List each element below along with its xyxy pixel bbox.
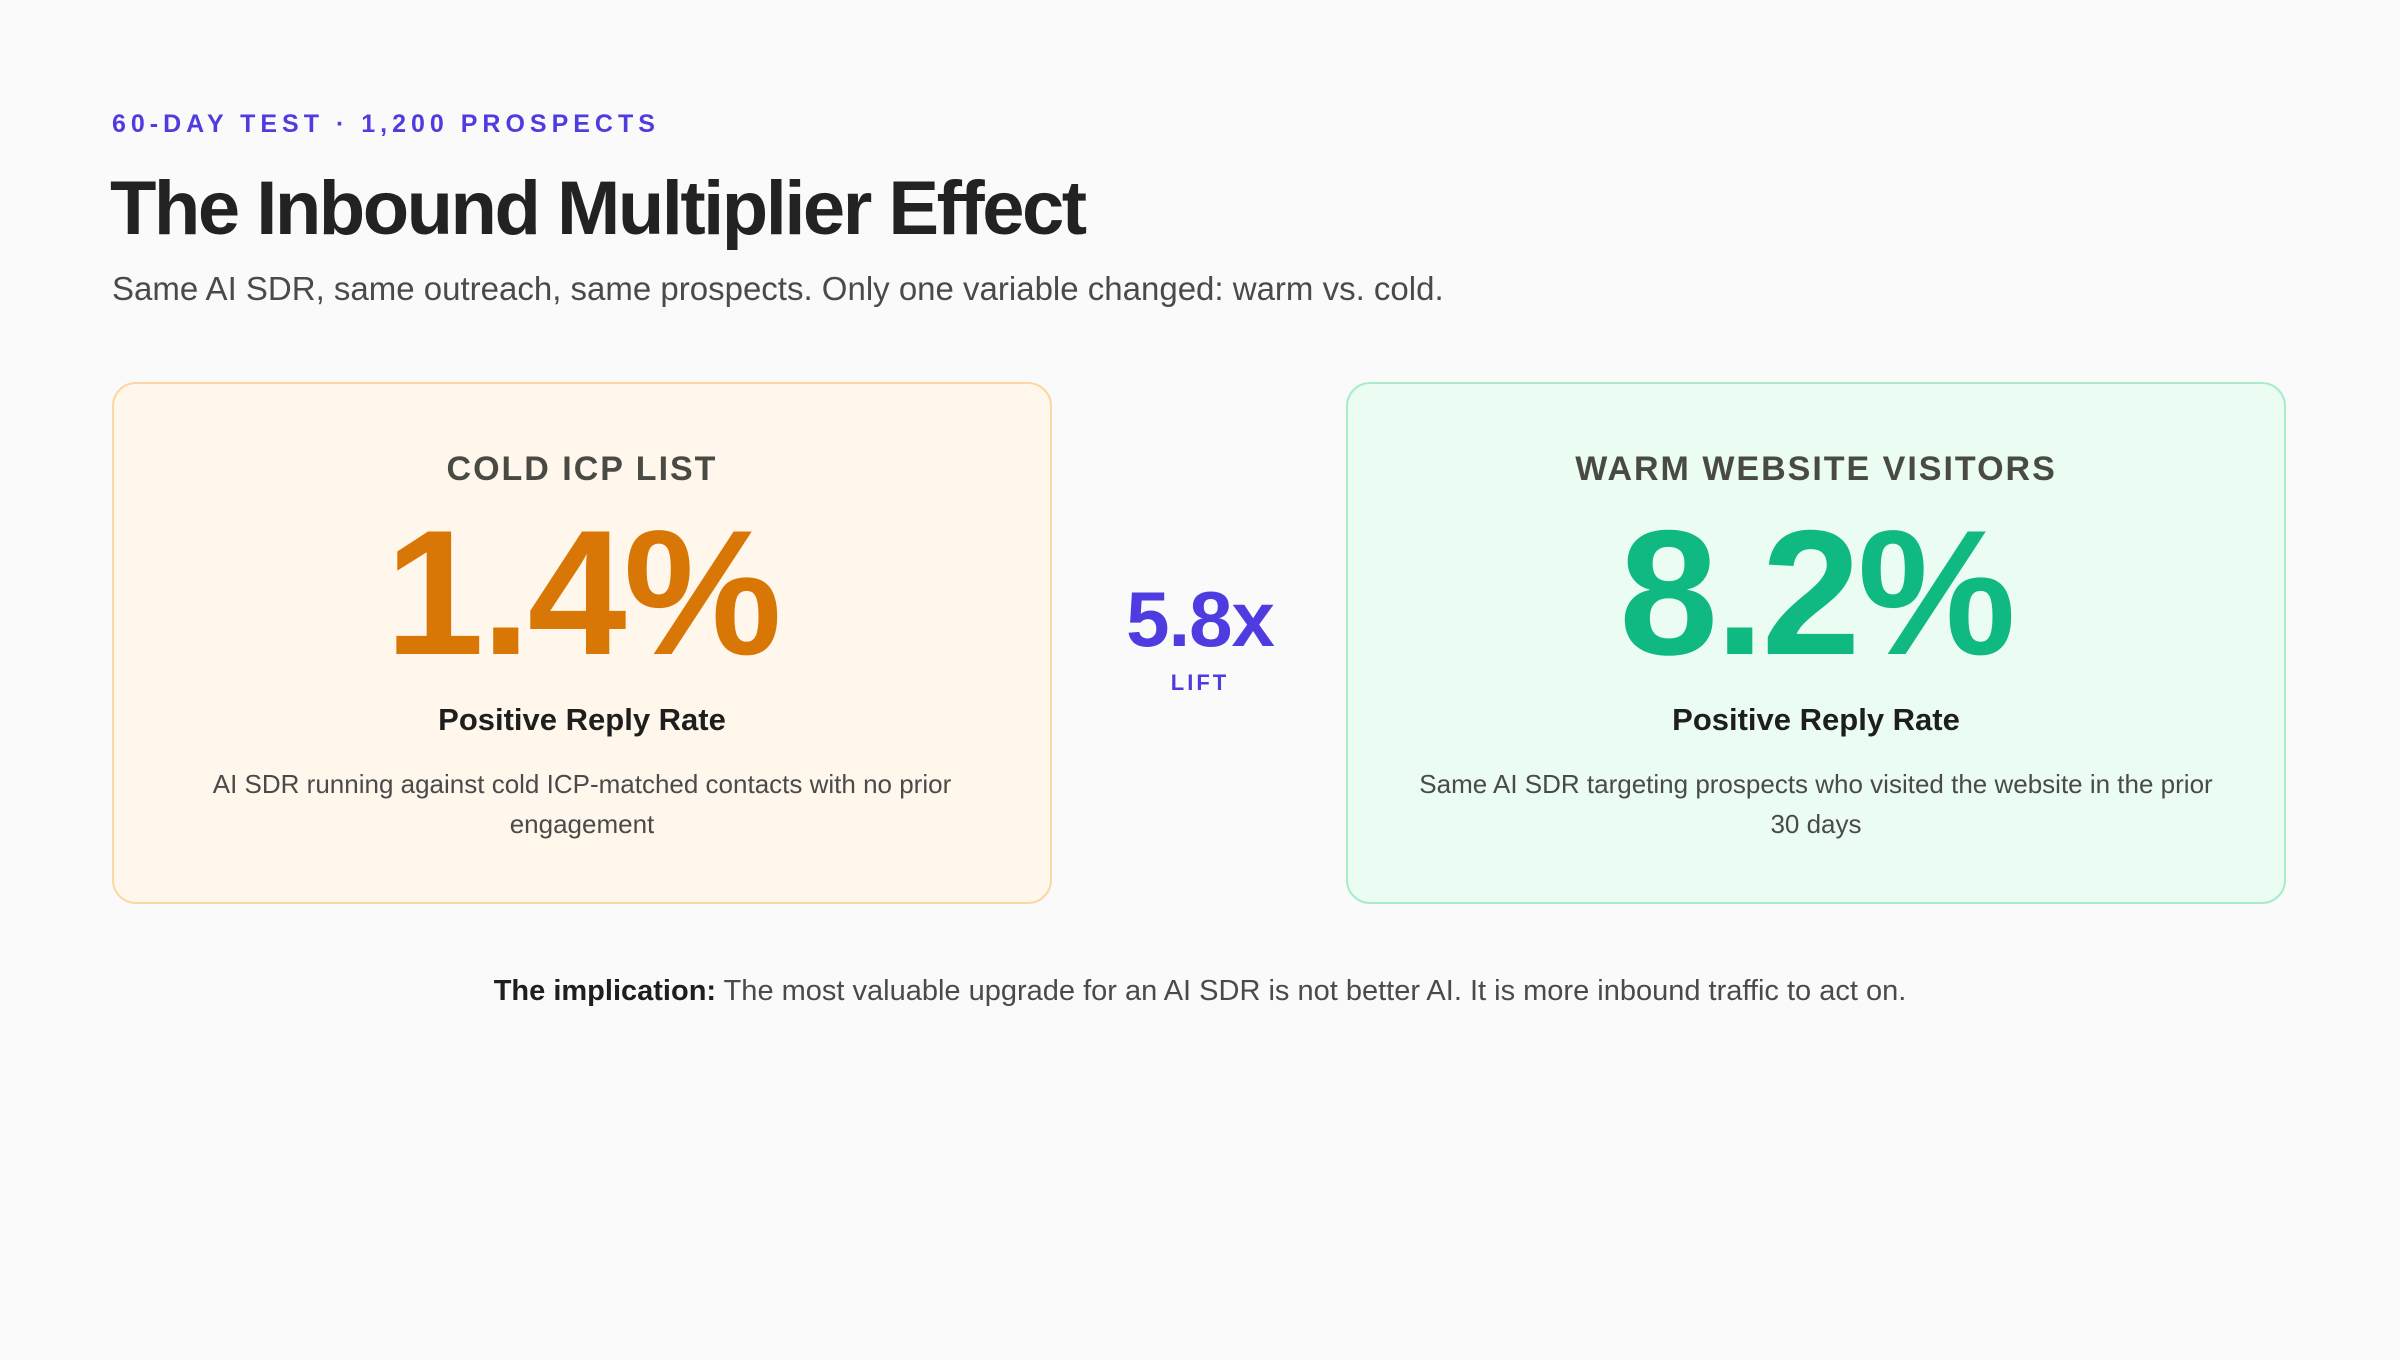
- implication-lead: The implication:: [493, 975, 717, 1007]
- cold-card-description: AI SDR running against cold ICP-matched …: [212, 769, 952, 839]
- cold-metric-label: Positive Reply Rate: [438, 702, 726, 737]
- implication-text: The most valuable upgrade for an AI SDR …: [716, 975, 1907, 1007]
- lift-value: 5.8x: [1126, 575, 1275, 663]
- warm-reply-rate-value: 8.2%: [1619, 493, 2016, 692]
- lift-indicator: 5.8x LIFT: [1080, 580, 1320, 696]
- cold-reply-rate-value: 1.4%: [385, 493, 782, 692]
- warm-card-description: Same AI SDR targeting prospects who visi…: [1419, 769, 2213, 839]
- implication-note: The implication: The most valuable upgra…: [0, 975, 2400, 1008]
- warm-visitors-card: WARM WEBSITE VISITORS 8.2% Positive Repl…: [1346, 382, 2286, 904]
- cold-icp-card: COLD ICP LIST 1.4% Positive Reply Rate A…: [112, 382, 1052, 904]
- lift-label: LIFT: [1170, 670, 1230, 695]
- eyebrow-label: 60-DAY TEST · 1,200 PROSPECTS: [112, 110, 660, 138]
- page-title: The Inbound Multiplier Effect: [110, 166, 1087, 251]
- page-subtitle: Same AI SDR, same outreach, same prospec…: [112, 270, 1444, 307]
- warm-card-heading: WARM WEBSITE VISITORS: [1575, 450, 2057, 488]
- warm-metric-label: Positive Reply Rate: [1672, 702, 1960, 737]
- cold-card-heading: COLD ICP LIST: [446, 450, 718, 488]
